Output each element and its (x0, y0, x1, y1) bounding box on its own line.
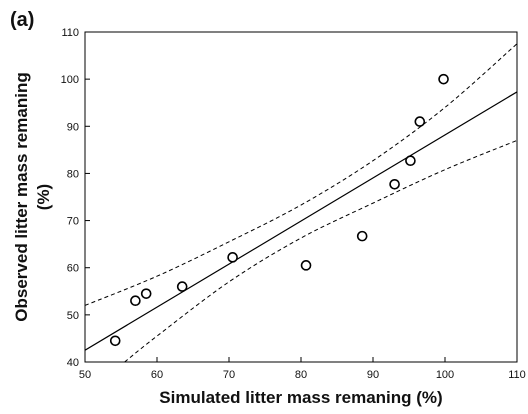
x-tick-label-3: 80 (295, 369, 307, 381)
data-point-0 (109, 335, 121, 347)
plot-frame (84, 31, 518, 363)
y-axis-title-line1: Observed litter mass remaning (12, 72, 31, 321)
x-tick-label-5: 100 (436, 369, 454, 381)
y-tick-label-6: 100 (61, 74, 79, 86)
x-tick-label-6: 110 (508, 369, 526, 381)
data-point-2 (140, 288, 152, 299)
y-tick-label-0: 40 (67, 357, 79, 369)
x-axis-title: Simulated litter mass remaning (%) (159, 388, 442, 407)
data-point-4 (227, 252, 238, 263)
x-tick-label-4: 90 (367, 369, 379, 381)
data-point-5 (300, 260, 312, 271)
confidence-band (85, 43, 517, 362)
y-tick-label-2: 60 (67, 263, 79, 275)
y-tick-label-3: 70 (67, 216, 79, 228)
data-point-1 (130, 295, 141, 307)
data-point-10 (438, 73, 449, 85)
confidence-lower-line (124, 139, 517, 362)
y-tick-label-5: 90 (67, 121, 79, 133)
y-tick-label-1: 50 (67, 310, 79, 322)
x-tick-label-1: 60 (151, 369, 163, 381)
y-axis-title: Observed litter mass remaning (%) (12, 72, 53, 321)
x-tick-label-0: 50 (79, 369, 91, 381)
data-point-6 (356, 230, 368, 242)
fit-line (85, 91, 517, 351)
data-point-8 (405, 155, 416, 166)
y-axis-title-unit: (%) (34, 184, 53, 210)
data-point-9 (414, 116, 426, 127)
confidence-upper-line (85, 43, 517, 306)
y-tick-label-7: 110 (61, 27, 79, 39)
data-point-3 (176, 281, 188, 292)
regression-fit (85, 91, 517, 351)
y-tick-label-4: 80 (67, 168, 79, 180)
panel-label: (a) (10, 9, 34, 31)
data-points (109, 73, 449, 347)
data-point-7 (389, 178, 400, 190)
x-tick-label-2: 70 (223, 369, 235, 381)
